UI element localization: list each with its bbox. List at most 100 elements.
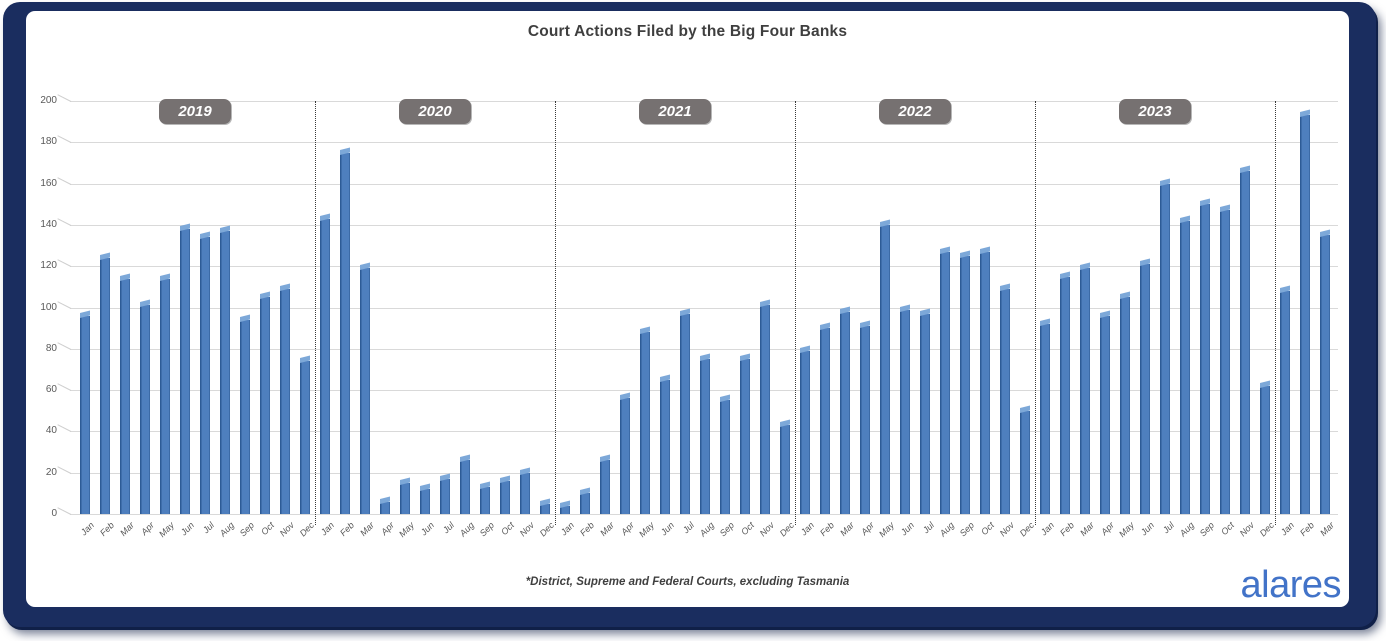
bar — [980, 251, 990, 514]
bar — [920, 313, 930, 514]
bar — [220, 231, 230, 514]
bar — [720, 400, 730, 514]
bar — [620, 398, 630, 514]
y-axis-label: 140 — [40, 218, 57, 230]
bar — [500, 480, 510, 514]
gridline-wall-tick — [57, 176, 72, 185]
outer-frame: Court Actions Filed by the Big Four Bank… — [3, 2, 1376, 627]
bar — [580, 493, 590, 514]
y-axis-label: 160 — [40, 177, 57, 189]
y-axis-label: 40 — [45, 425, 57, 437]
bar — [240, 319, 250, 514]
y-axis-label: 20 — [45, 466, 57, 478]
bar — [1200, 204, 1210, 514]
bar — [280, 288, 290, 514]
bar — [420, 489, 430, 514]
gridline-wall-tick — [57, 94, 72, 102]
bar — [680, 313, 690, 514]
bar — [960, 255, 970, 514]
year-badge: 2021 — [639, 99, 711, 124]
bar — [180, 229, 190, 514]
chart-card: Court Actions Filed by the Big Four Bank… — [26, 11, 1349, 607]
bar — [700, 359, 710, 514]
bar — [460, 460, 470, 514]
year-separator — [795, 101, 796, 525]
y-axis-label: 100 — [40, 301, 57, 313]
bar — [160, 278, 170, 514]
bar — [1280, 290, 1290, 514]
bar — [1120, 297, 1130, 514]
gridline-wall-tick — [57, 259, 72, 268]
year-separator — [555, 101, 556, 525]
bar — [780, 425, 790, 514]
y-axis-label: 0 — [51, 508, 57, 519]
bar — [1160, 183, 1170, 514]
gridline-wall-tick — [57, 300, 72, 309]
bar — [760, 305, 770, 514]
year-badge: 2019 — [159, 99, 231, 124]
bar — [600, 460, 610, 514]
gridline — [70, 348, 1338, 350]
y-axis-label: 60 — [45, 384, 57, 396]
alares-logo: alares — [1240, 564, 1342, 606]
bar — [1140, 264, 1150, 514]
bar — [440, 478, 450, 514]
gridline-wall-tick — [57, 135, 72, 144]
year-badge: 2020 — [399, 99, 471, 124]
bar — [400, 483, 410, 514]
bar — [840, 311, 850, 514]
plot-area: 0 20 40 60 80 100 120 140 160 180 200 Jan Feb Mar Apr M… — [26, 11, 1349, 607]
bar — [480, 487, 490, 514]
bar — [1040, 324, 1050, 514]
bar — [860, 326, 870, 514]
gridline — [70, 224, 1338, 226]
gridline-wall-tick — [57, 424, 72, 433]
bar — [880, 224, 890, 514]
gridline-wall-tick — [57, 507, 72, 515]
bar — [120, 278, 130, 514]
gridline — [70, 514, 1338, 515]
year-badge: 2023 — [1119, 99, 1191, 124]
bar — [820, 328, 830, 514]
bar — [340, 152, 350, 514]
gridline — [70, 307, 1338, 309]
y-axis-label: 180 — [40, 136, 57, 148]
bar — [1080, 268, 1090, 514]
year-separator — [1035, 101, 1036, 525]
bar — [1180, 220, 1190, 514]
bar — [560, 505, 570, 514]
year-separator — [1275, 101, 1276, 525]
bar — [380, 501, 390, 514]
bar — [1300, 115, 1310, 514]
bar — [1020, 410, 1030, 514]
footnote: *District, Supreme and Federal Courts, e… — [525, 576, 850, 588]
gridline-wall-tick — [57, 218, 72, 226]
bar — [320, 218, 330, 514]
bar — [1260, 385, 1270, 514]
bar — [640, 332, 650, 514]
bar — [1000, 288, 1010, 514]
gridline-wall-tick — [57, 465, 72, 474]
bar — [1240, 171, 1250, 514]
y-axis-label: 80 — [45, 342, 57, 354]
bar — [520, 472, 530, 514]
y-axis-label: 200 — [40, 95, 57, 106]
bar — [300, 361, 310, 514]
bar — [1060, 276, 1070, 514]
bar — [140, 305, 150, 514]
bar — [1100, 315, 1110, 514]
bar — [100, 257, 110, 514]
bar — [940, 251, 950, 514]
bar — [540, 503, 550, 514]
bar — [80, 315, 90, 514]
gridline — [70, 183, 1338, 185]
bar — [1320, 235, 1330, 514]
chart-title: Court Actions Filed by the Big Four Bank… — [527, 23, 848, 40]
gridline-wall-tick — [57, 342, 72, 350]
gridline-wall-tick — [57, 383, 72, 392]
year-badge: 2022 — [879, 99, 951, 124]
bar — [1220, 210, 1230, 514]
bar — [900, 309, 910, 514]
y-axis-label: 120 — [40, 260, 57, 272]
bar — [740, 359, 750, 514]
